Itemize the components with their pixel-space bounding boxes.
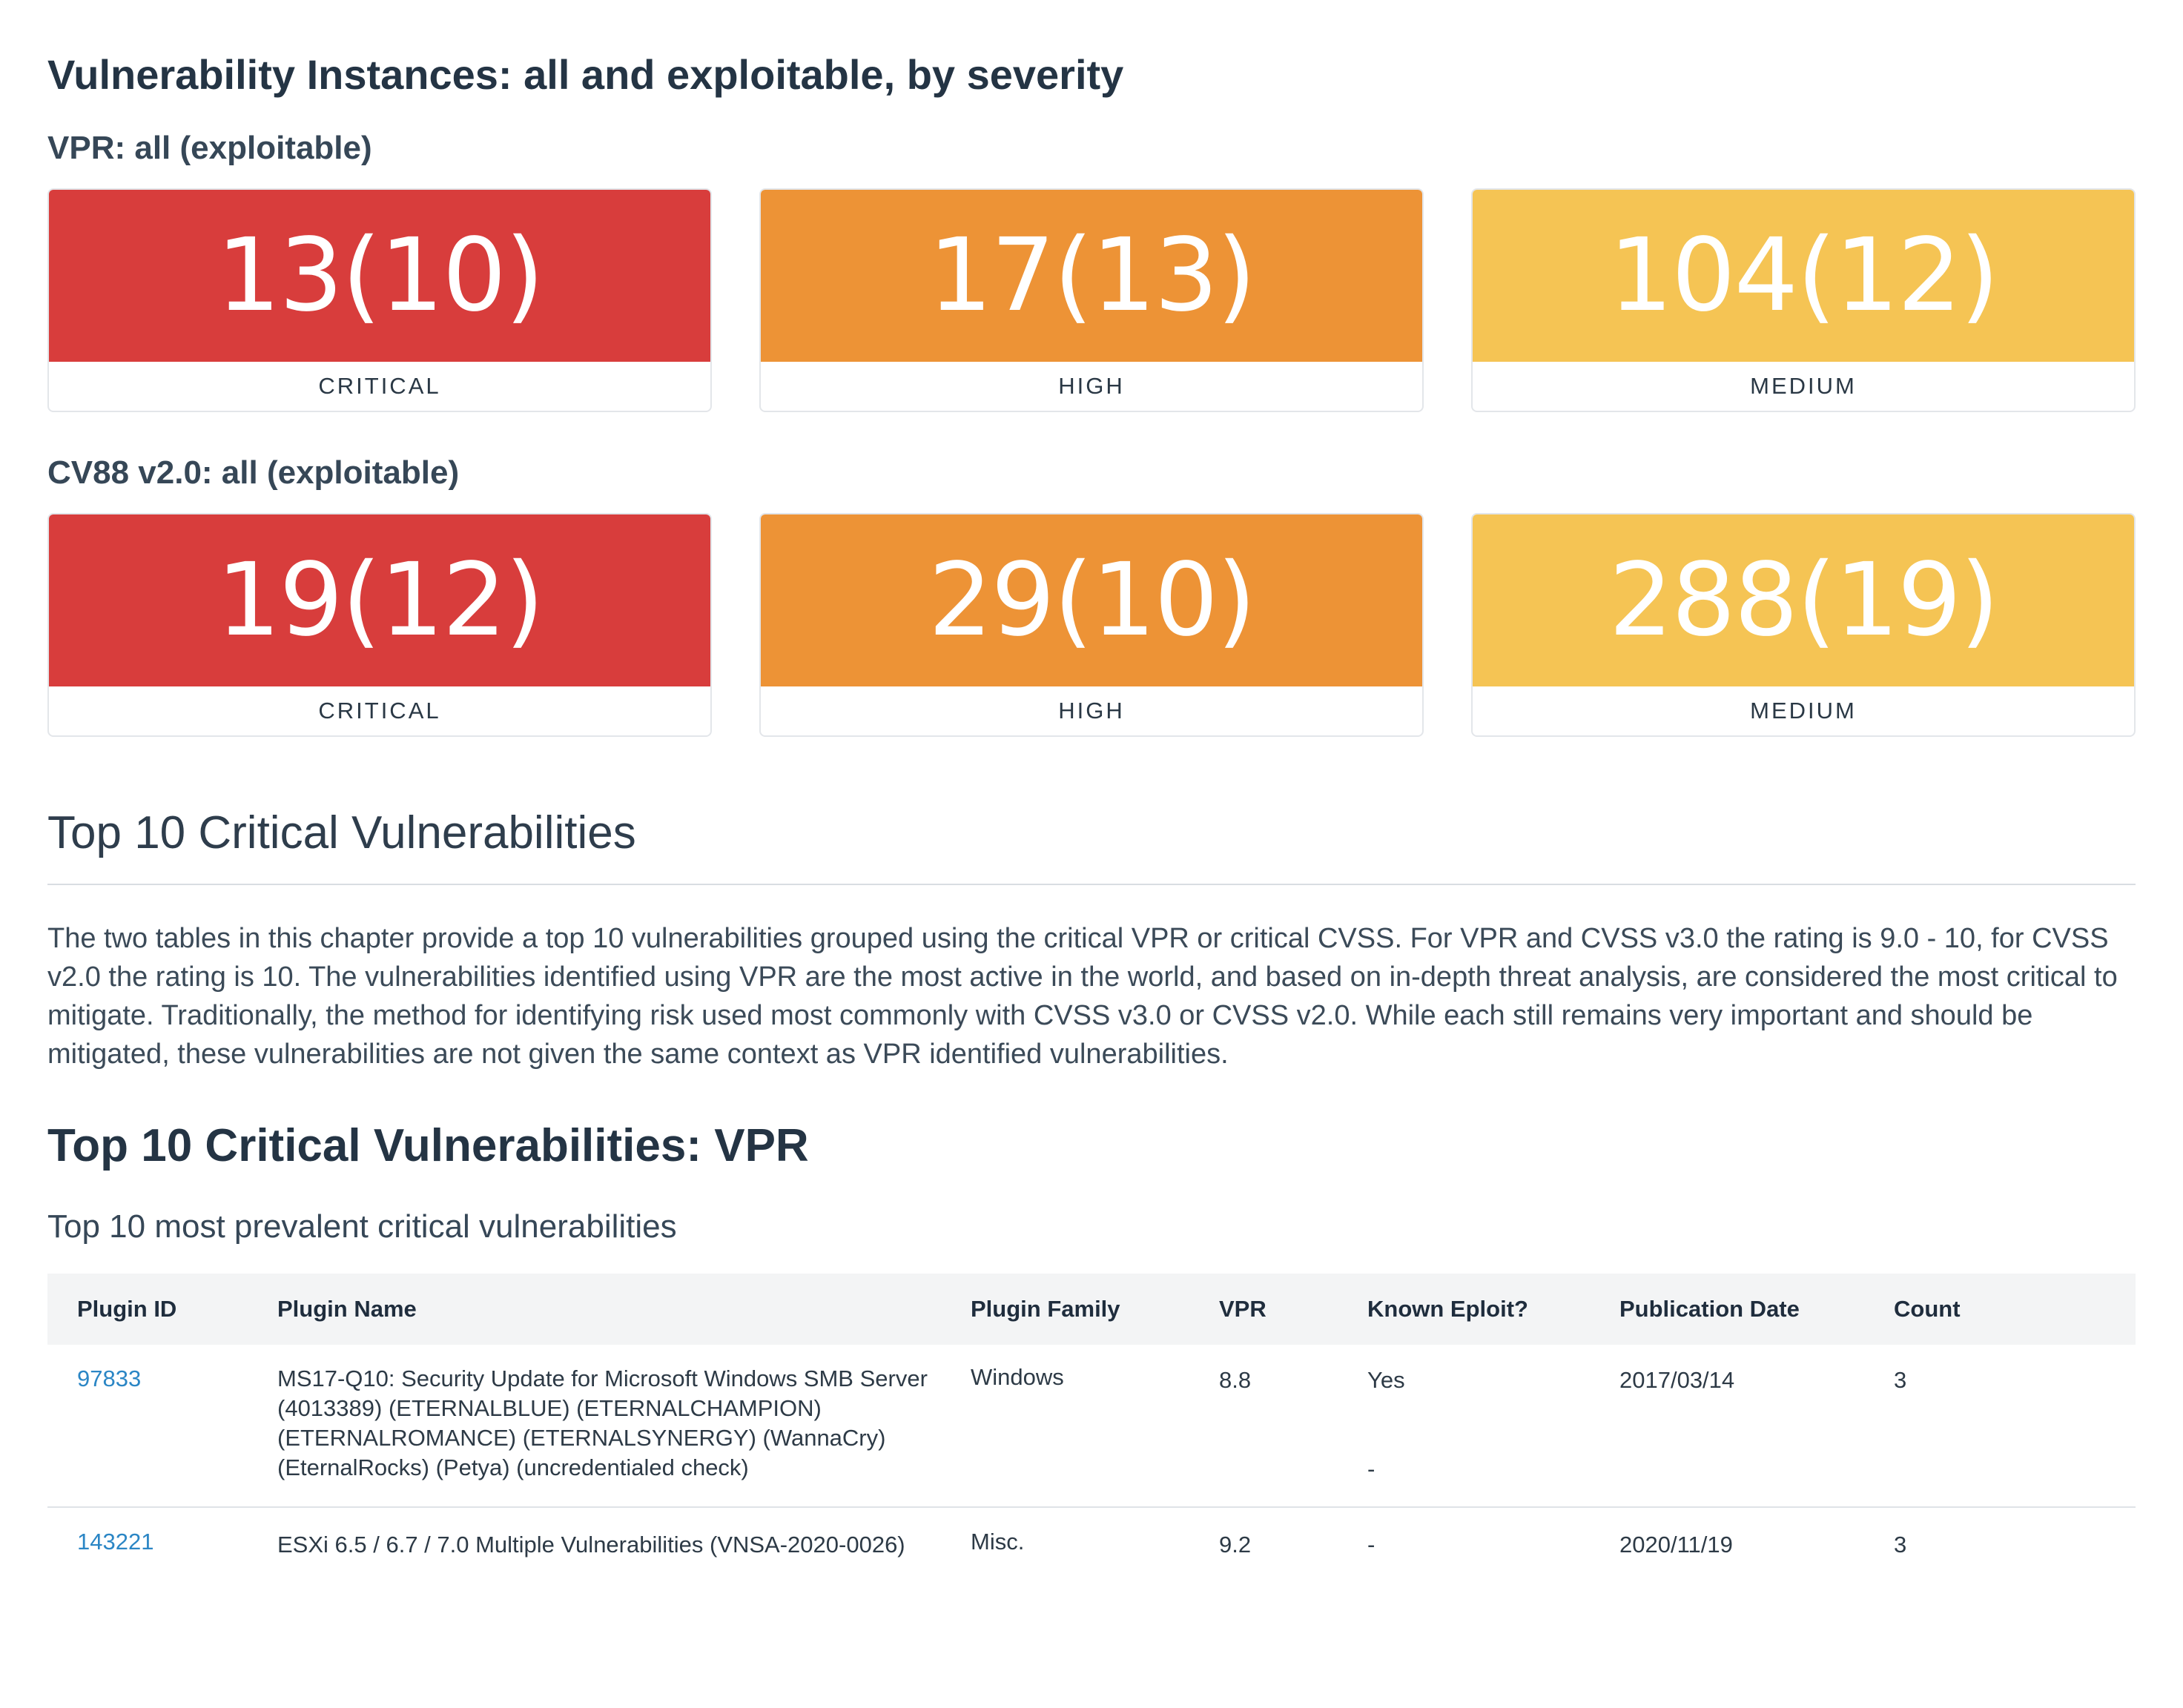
publication-date-cell: 2017/03/14 (1590, 1345, 1864, 1508)
plugin-family-cell: Misc. (971, 1529, 1025, 1555)
table-title: Top 10 Critical Vulnerabilities: VPR (47, 1120, 809, 1171)
vpr-medium-card: 104(12) MEDIUM (1471, 188, 2136, 412)
cvss-high-card: 29(10) HIGH (759, 513, 1424, 737)
vulnerability-table: Plugin ID Plugin Name Plugin Family VPR … (47, 1274, 2136, 1582)
known-exploit-cell: Yes - (1338, 1345, 1590, 1508)
cvss-heading: CV88 v2.0: all (exploitable) (47, 454, 460, 491)
report-page: Vulnerability Instances: all and exploit… (47, 42, 2136, 1582)
table-row: 143221 ESXi 6.5 / 6.7 / 7.0 Multiple Vul… (47, 1507, 2136, 1582)
column-header-publication-date: Publication Date (1619, 1296, 1800, 1322)
cvss-critical-value: 19(12) (49, 514, 710, 686)
known-exploit-cell: - (1367, 1532, 1375, 1558)
cvss-high-value: 29(10) (761, 514, 1422, 686)
section-title: Top 10 Critical Vulnerabilities (47, 807, 636, 858)
cvss-high-label: HIGH (1058, 698, 1125, 724)
table-subtitle: Top 10 most prevalent critical vulnerabi… (47, 1208, 677, 1245)
vpr-high-value: 17(13) (761, 190, 1422, 362)
vpr-cell: 8.8 (1189, 1345, 1338, 1508)
cvss-medium-value: 288(19) (1473, 514, 2134, 686)
vpr-high-label: HIGH (1058, 373, 1125, 399)
column-header-plugin-name: Plugin Name (277, 1296, 417, 1322)
vpr-medium-label: MEDIUM (1750, 373, 1857, 399)
page-title: Vulnerability Instances: all and exploit… (47, 51, 1124, 98)
section-divider (47, 884, 2136, 885)
table-header-row: Plugin ID Plugin Name Plugin Family VPR … (47, 1274, 2136, 1345)
vpr-critical-label: CRITICAL (318, 373, 441, 399)
cvss-critical-label: CRITICAL (318, 698, 441, 724)
column-header-plugin-family: Plugin Family (971, 1296, 1120, 1322)
column-header-vpr: VPR (1219, 1296, 1266, 1322)
known-exploit-extra: - (1367, 1456, 1375, 1482)
plugin-name-cell: MS17-Q10: Security Update for Microsoft … (248, 1345, 941, 1508)
plugin-id-cell: 143221 (47, 1507, 248, 1582)
vpr-medium-value: 104(12) (1473, 190, 2134, 362)
column-header-count: Count (1894, 1296, 1961, 1322)
plugin-family-cell: Windows (941, 1345, 1189, 1508)
vpr-severity-cards: 13(10) CRITICAL 17(13) HIGH 104(12) MEDI… (47, 188, 2136, 412)
plugin-name-cell: ESXi 6.5 / 6.7 / 7.0 Multiple Vulnerabil… (277, 1532, 905, 1558)
table-row: 97833 MS17-Q10: Security Update for Micr… (47, 1345, 2136, 1508)
cvss-critical-card: 19(12) CRITICAL (47, 513, 712, 737)
plugin-id-link[interactable]: 97833 (77, 1366, 142, 1391)
plugin-id-cell: 97833 (47, 1345, 248, 1508)
column-header-plugin-id: Plugin ID (77, 1296, 177, 1322)
count-cell: 3 (1864, 1345, 2136, 1508)
vpr-critical-card: 13(10) CRITICAL (47, 188, 712, 412)
plugin-id-link[interactable]: 143221 (77, 1529, 154, 1555)
cvss-medium-label: MEDIUM (1750, 698, 1857, 724)
count-cell: 3 (1894, 1532, 1907, 1558)
section-paragraph: The two tables in this chapter provide a… (47, 923, 2118, 1070)
vpr-cell: 9.2 (1219, 1532, 1252, 1558)
vpr-heading: VPR: all (exploitable) (47, 130, 372, 166)
cvss-severity-cards: 19(12) CRITICAL 29(10) HIGH 288(19) MEDI… (47, 513, 2136, 737)
publication-date-cell: 2020/11/19 (1619, 1532, 1733, 1558)
known-exploit-value: Yes (1367, 1367, 1405, 1393)
vpr-high-card: 17(13) HIGH (759, 188, 1424, 412)
vpr-critical-value: 13(10) (49, 190, 710, 362)
column-header-known-exploit: Known Eploit? (1367, 1296, 1528, 1322)
cvss-medium-card: 288(19) MEDIUM (1471, 513, 2136, 737)
